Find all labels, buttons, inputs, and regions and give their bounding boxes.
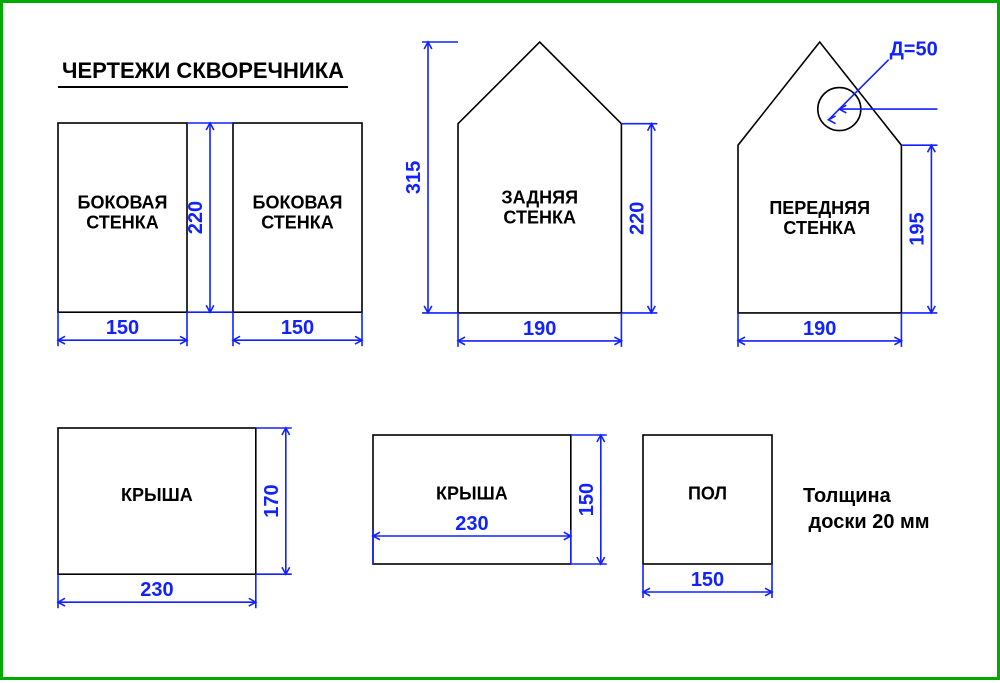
- label-side1: БОКОВАЯСТЕНКА: [78, 193, 168, 233]
- svg-text:150: 150: [576, 483, 598, 516]
- label-side2: БОКОВАЯСТЕНКА: [253, 193, 343, 233]
- label-floor: ПОЛ: [688, 484, 727, 504]
- svg-text:170: 170: [261, 484, 283, 517]
- svg-text:Д=50: Д=50: [890, 39, 938, 61]
- part-side2: БОКОВАЯСТЕНКА 150 220: [185, 123, 362, 346]
- svg-text:230: 230: [140, 579, 173, 601]
- drawing-frame: ЧЕРТЕЖИ СКВОРЕЧНИКА БОКОВАЯСТЕНКА150БОКО…: [0, 0, 1000, 680]
- svg-text:150: 150: [281, 317, 314, 339]
- label-front: ПЕРЕДНЯЯСТЕНКА: [769, 198, 870, 238]
- svg-text:150: 150: [691, 569, 724, 591]
- svg-text:315: 315: [403, 161, 425, 194]
- svg-text:220: 220: [185, 201, 207, 234]
- part-roof1: КРЫША 230 170: [58, 428, 292, 608]
- label-roof1: КРЫША: [121, 485, 193, 505]
- label-back: ЗАДНЯЯСТЕНКА: [501, 187, 578, 227]
- svg-text:190: 190: [523, 318, 556, 340]
- part-roof2: КРЫША 230 150: [373, 435, 607, 564]
- part-front: ПЕРЕДНЯЯСТЕНКА 190 195 Д=50: [738, 39, 938, 347]
- part-side1: БОКОВАЯСТЕНКА 150: [58, 123, 187, 346]
- drawing-canvas: БОКОВАЯСТЕНКА150БОКОВАЯСТЕНКА150220ЗАДНЯ…: [3, 3, 1000, 683]
- label-roof2: КРЫША: [436, 484, 508, 504]
- svg-text:220: 220: [626, 202, 648, 235]
- part-back: ЗАДНЯЯСТЕНКА 190 315 220: [403, 42, 657, 347]
- svg-text:150: 150: [106, 317, 139, 339]
- svg-text:230: 230: [455, 513, 488, 535]
- thickness-note: Толщина доски 20 мм: [803, 483, 930, 535]
- svg-text:190: 190: [803, 318, 836, 340]
- svg-text:195: 195: [906, 212, 928, 245]
- part-floor: ПОЛ 150: [643, 435, 772, 598]
